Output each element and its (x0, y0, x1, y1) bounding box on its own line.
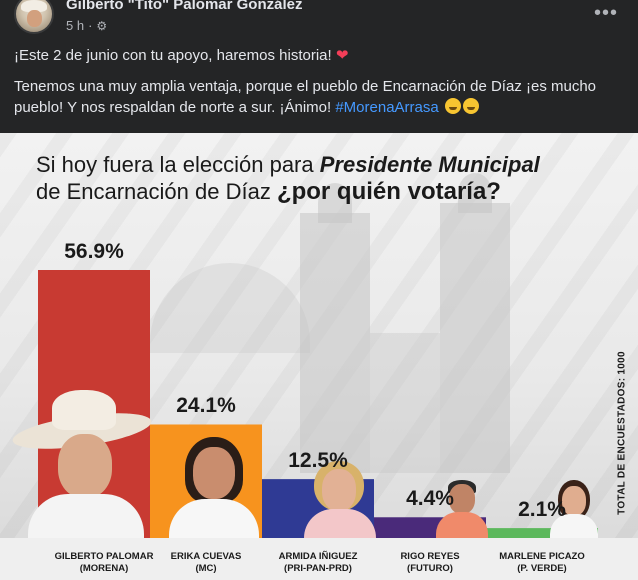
label-strip (0, 538, 638, 580)
church-dome-silhouette (458, 173, 492, 213)
candidate-name-text: ERIKA CUEVAS (170, 551, 242, 562)
value-label-5: 2.1% (518, 498, 566, 522)
candidate-photo-gilberto (10, 388, 160, 538)
candidate-party: (MORENA) (79, 563, 129, 574)
candidate-photo-rigo (432, 478, 492, 538)
church-dome-silhouette (318, 183, 352, 223)
post-text: ¡Este 2 de junio con tu apoyo, haremos h… (14, 45, 626, 128)
candidate-name-1: GILBERTO PALOMAR (MORENA) (39, 551, 169, 575)
post-line-1: ¡Este 2 de junio con tu apoyo, haremos h… (14, 47, 349, 64)
hashtag-link[interactable]: #MorenaArrasa (335, 99, 439, 116)
candidate-photo-marlene (546, 478, 602, 538)
candidate-name-text: ARMIDA IÑIGUEZ (278, 551, 358, 562)
candidate-photo-armida (300, 459, 380, 538)
author-avatar[interactable] (14, 0, 54, 34)
candidate-name-3: ARMIDA IÑIGUEZ (PRI-PAN-PRD) (253, 551, 383, 575)
post-time[interactable]: 5 h (66, 18, 85, 33)
post-meta: 5 h · ⚙ (66, 18, 108, 33)
church-tower-silhouette (300, 213, 370, 473)
bar-5 (486, 528, 598, 538)
candidate-party: (P. VERDE) (517, 563, 567, 574)
value-label-3: 12.5% (288, 449, 348, 473)
church-facade-silhouette (370, 333, 440, 473)
candidate-name-text: RIGO REYES (400, 551, 460, 562)
total-respondents-label: TOTAL DE ENCUESTADOS: 1000 (616, 351, 628, 515)
value-label-1: 56.9% (64, 240, 124, 263)
wink-emoji-icon (462, 98, 479, 114)
value-label-4: 4.4% (406, 487, 454, 511)
post-header: Gilberto "Tito" Palomar González 5 h · ⚙… (0, 0, 638, 38)
value-label-2: 24.1% (176, 394, 236, 418)
heart-emoji-icon: ❤ (335, 47, 349, 64)
candidate-party: (FUTURO) (407, 563, 453, 574)
more-options-icon[interactable]: ••• (593, 2, 618, 24)
candidate-party: (PRI-PAN-PRD) (284, 563, 352, 574)
candidate-party: (MC) (195, 563, 217, 574)
poll-image[interactable]: Si hoy fuera la elección para Presidente… (0, 133, 638, 580)
post-line-2: Tenemos una muy amplia ventaja, porque e… (14, 78, 597, 116)
author-name[interactable]: Gilberto "Tito" Palomar González (66, 0, 303, 13)
candidate-name-text: MARLENE PICAZO (499, 551, 585, 562)
candidate-name-5: MARLENE PICAZO (P. VERDE) (477, 551, 607, 575)
candidate-name-4: RIGO REYES (FUTURO) (365, 551, 495, 575)
church-tower-silhouette (440, 203, 510, 473)
gear-icon[interactable]: ⚙ (96, 18, 108, 33)
candidate-name-2: ERIKA CUEVAS (MC) (141, 551, 271, 575)
smile-emoji-icon (444, 98, 461, 114)
candidate-photo-erika (165, 433, 265, 538)
chart-title: Si hoy fuera la elección para Presidente… (36, 152, 540, 205)
candidate-name-text: GILBERTO PALOMAR (54, 551, 154, 562)
